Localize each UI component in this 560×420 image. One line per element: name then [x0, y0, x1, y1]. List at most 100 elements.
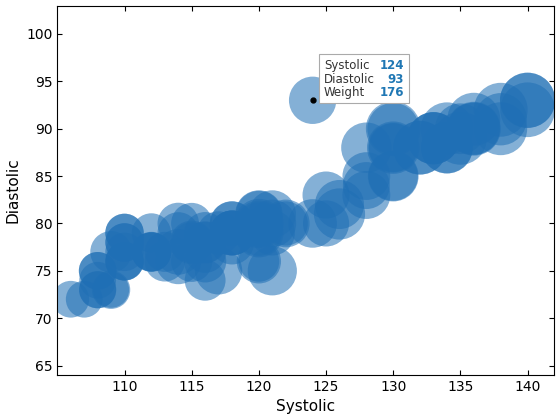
Point: [496, 125, 505, 132]
X-axis label: Systolic: Systolic: [276, 399, 335, 415]
Point: [174, 258, 183, 265]
Point: [227, 230, 236, 236]
Point: [227, 220, 236, 227]
Point: [456, 135, 465, 142]
Point: [496, 106, 505, 113]
Point: [214, 268, 223, 274]
Point: [160, 258, 169, 265]
Point: [200, 230, 209, 236]
Point: [389, 144, 398, 151]
Point: [174, 249, 183, 255]
Point: [268, 210, 277, 217]
Point: [362, 182, 371, 189]
Point: [389, 173, 398, 179]
Point: [254, 220, 263, 227]
Point: [254, 230, 263, 236]
Point: [187, 239, 196, 246]
Point: [389, 125, 398, 132]
Point: [187, 258, 196, 265]
Point: [200, 239, 209, 246]
Point: [308, 97, 317, 104]
Point: [469, 125, 478, 132]
Point: [389, 173, 398, 179]
Point: [523, 97, 532, 104]
Point: [120, 239, 129, 246]
Text: 93: 93: [388, 73, 404, 86]
Point: [523, 106, 532, 113]
Point: [442, 144, 451, 151]
Point: [93, 286, 102, 293]
Point: [321, 192, 330, 198]
Point: [254, 210, 263, 217]
Point: [106, 286, 115, 293]
Point: [362, 173, 371, 179]
Text: Diastolic: Diastolic: [324, 73, 375, 86]
Point: [254, 258, 263, 265]
Point: [147, 230, 156, 236]
Point: [268, 230, 277, 236]
Point: [416, 144, 424, 151]
Point: [335, 201, 344, 208]
Point: [147, 249, 156, 255]
Point: [147, 249, 156, 255]
Point: [281, 220, 290, 227]
Point: [147, 249, 156, 255]
Point: [442, 144, 451, 151]
Text: 176: 176: [380, 86, 404, 99]
Point: [416, 144, 424, 151]
Point: [335, 210, 344, 217]
Point: [456, 125, 465, 132]
Point: [120, 258, 129, 265]
Point: [200, 258, 209, 265]
Point: [523, 97, 532, 104]
Point: [160, 249, 169, 255]
Point: [174, 230, 183, 236]
Point: [227, 220, 236, 227]
Point: [214, 230, 223, 236]
Point: [227, 239, 236, 246]
Point: [120, 258, 129, 265]
Point: [93, 277, 102, 284]
Point: [106, 286, 115, 293]
Point: [389, 144, 398, 151]
FancyBboxPatch shape: [319, 54, 409, 103]
Y-axis label: Diastolic: Diastolic: [6, 158, 21, 223]
Point: [147, 249, 156, 255]
Point: [120, 239, 129, 246]
Point: [321, 220, 330, 227]
Point: [120, 258, 129, 265]
Point: [93, 268, 102, 274]
Point: [254, 220, 263, 227]
Point: [281, 220, 290, 227]
Text: Systolic: Systolic: [324, 59, 370, 72]
Point: [268, 268, 277, 274]
Point: [469, 125, 478, 132]
Point: [227, 230, 236, 236]
Point: [254, 230, 263, 236]
Point: [254, 258, 263, 265]
Point: [66, 296, 75, 302]
Point: [120, 249, 129, 255]
Text: Weight: Weight: [324, 86, 365, 99]
Point: [389, 144, 398, 151]
Point: [429, 135, 438, 142]
Point: [254, 210, 263, 217]
Point: [174, 220, 183, 227]
Point: [429, 135, 438, 142]
Point: [106, 249, 115, 255]
Point: [120, 230, 129, 236]
Point: [496, 116, 505, 123]
Point: [362, 144, 371, 151]
Point: [442, 125, 451, 132]
Point: [254, 220, 263, 227]
Point: [93, 286, 102, 293]
Point: [200, 249, 209, 255]
Point: [389, 125, 398, 132]
Point: [227, 230, 236, 236]
Point: [429, 135, 438, 142]
Point: [80, 296, 88, 302]
Point: [362, 192, 371, 198]
Point: [469, 125, 478, 132]
Point: [268, 220, 277, 227]
Point: [469, 116, 478, 123]
